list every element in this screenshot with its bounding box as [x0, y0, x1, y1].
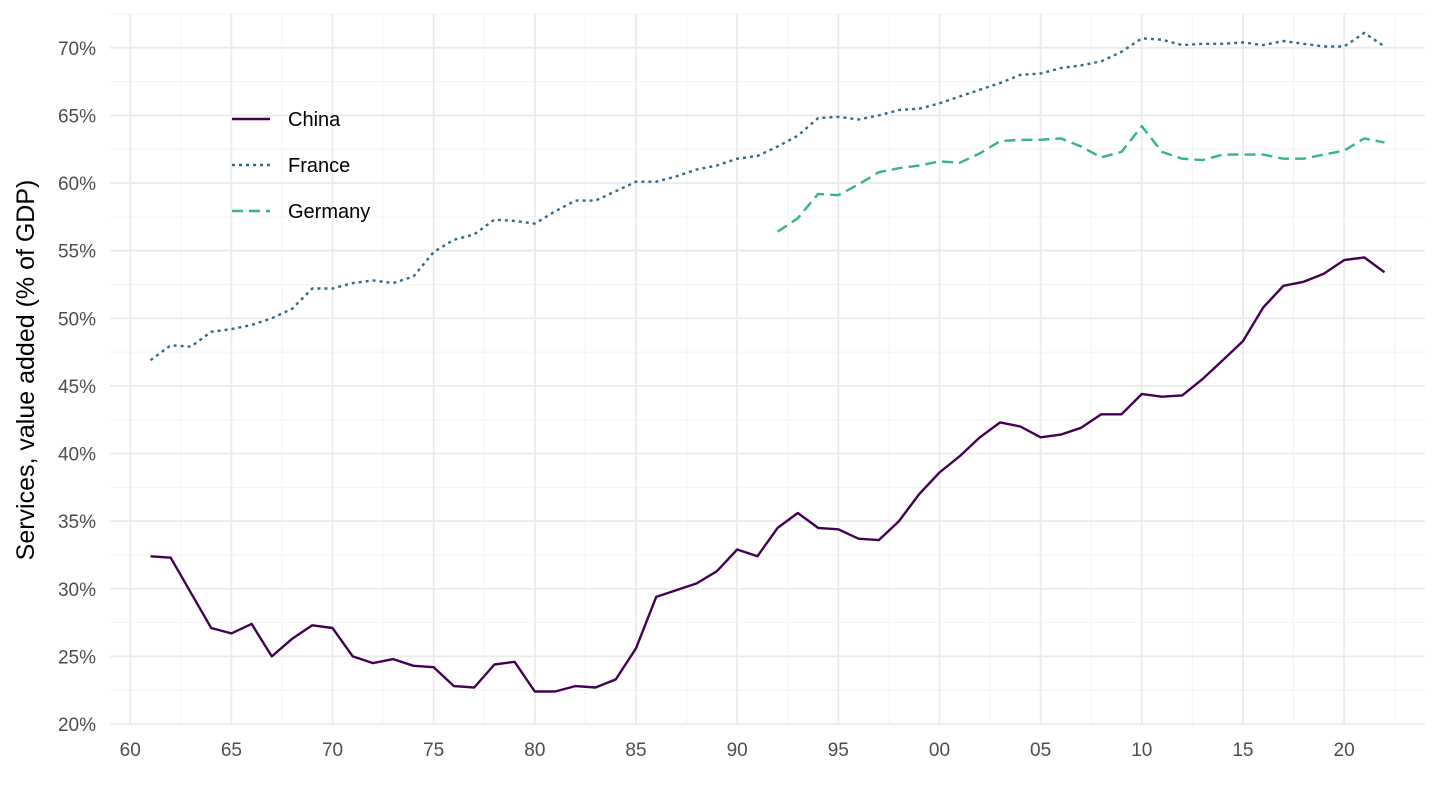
- x-tick-label: 60: [120, 740, 141, 761]
- legend-label-germany: Germany: [288, 201, 370, 223]
- x-tick-label: 05: [1030, 740, 1051, 761]
- y-axis-title: Services, value added (% of GDP): [12, 180, 40, 561]
- y-tick-label: 35%: [58, 512, 96, 533]
- x-axis-tick-labels: 60 65 70 75 80 85 90 95 00 05 10 15 20: [120, 740, 1355, 761]
- legend: China France Germany: [232, 109, 370, 223]
- series-line-france: [149, 31, 1386, 362]
- y-tick-label: 25%: [58, 647, 96, 668]
- y-tick-label: 60%: [58, 174, 96, 195]
- x-tick-label: 10: [1131, 740, 1152, 761]
- y-tick-label: 65%: [58, 106, 96, 127]
- y-axis-tick-labels: 20% 25% 30% 35% 40% 45% 50% 55% 60% 65% 70%: [58, 39, 96, 736]
- y-tick-label: 20%: [58, 715, 96, 736]
- legend-label-france: France: [288, 155, 350, 177]
- minor-gridlines: [110, 13, 1425, 724]
- x-tick-label: 95: [828, 740, 849, 761]
- x-tick-label: 65: [221, 740, 242, 761]
- y-tick-label: 40%: [58, 445, 96, 466]
- major-gridlines: [110, 14, 1425, 725]
- y-tick-label: 70%: [58, 39, 96, 60]
- series-line-germany: [776, 124, 1385, 233]
- x-tick-label: 85: [625, 740, 646, 761]
- legend-label-china: China: [288, 109, 341, 131]
- series-lines: [149, 31, 1386, 693]
- y-tick-label: 30%: [58, 580, 96, 601]
- x-tick-label: 70: [322, 740, 343, 761]
- x-tick-label: 80: [524, 740, 545, 761]
- y-tick-label: 45%: [58, 377, 96, 398]
- x-tick-label: 90: [727, 740, 748, 761]
- y-tick-label: 50%: [58, 309, 96, 330]
- series-line-china: [150, 256, 1386, 693]
- x-tick-label: 15: [1232, 740, 1253, 761]
- y-tick-label: 55%: [58, 242, 96, 263]
- x-tick-label: 75: [423, 740, 444, 761]
- x-tick-label: 00: [929, 740, 950, 761]
- x-tick-label: 20: [1334, 740, 1355, 761]
